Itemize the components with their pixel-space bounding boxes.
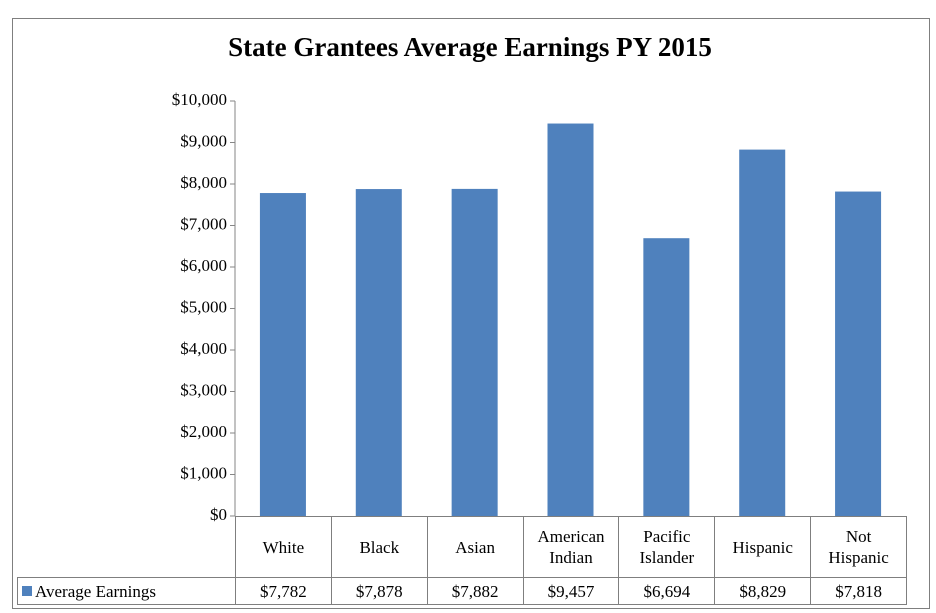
category-cell: White [235,516,332,578]
y-tick-label: $5,000 [180,297,227,316]
category-cell: American Indian [522,516,620,578]
category-cell: Not Hispanic [810,516,907,578]
y-tick-label: $8,000 [180,173,227,192]
value-cell: $7,818 [810,577,907,605]
bar [739,149,786,516]
y-tick-label: $6,000 [180,256,227,275]
value-cell: $7,882 [426,577,524,605]
category-cell: Black [330,516,428,578]
bar [547,123,594,517]
bar [451,188,498,516]
y-tick-label: $1,000 [180,463,227,482]
category-cell: Hispanic [714,516,812,578]
legend-swatch [22,586,32,596]
category-cell: Asian [426,516,524,578]
value-cell: $7,782 [235,577,332,605]
legend-label: Average Earnings [35,581,156,601]
y-tick-label: $9,000 [180,131,227,150]
value-cell: $9,457 [522,577,620,605]
bar [259,193,306,516]
y-tick-label: $3,000 [180,380,227,399]
y-tick-label: $4,000 [180,339,227,358]
bar [355,189,402,517]
y-tick-label: $0 [210,505,227,524]
category-cell: Pacific Islander [618,516,716,578]
value-cell: $7,878 [330,577,428,605]
value-cell: $8,829 [714,577,812,605]
legend-cell: Average Earnings [17,577,236,605]
bar [835,191,882,517]
bar [643,238,690,516]
chart-title: State Grantees Average Earnings PY 2015 [228,32,712,62]
y-tick-label: $2,000 [180,422,227,441]
value-cell: $6,694 [618,577,716,605]
y-tick-label: $7,000 [180,214,227,233]
y-tick-label: $10,000 [172,90,227,109]
